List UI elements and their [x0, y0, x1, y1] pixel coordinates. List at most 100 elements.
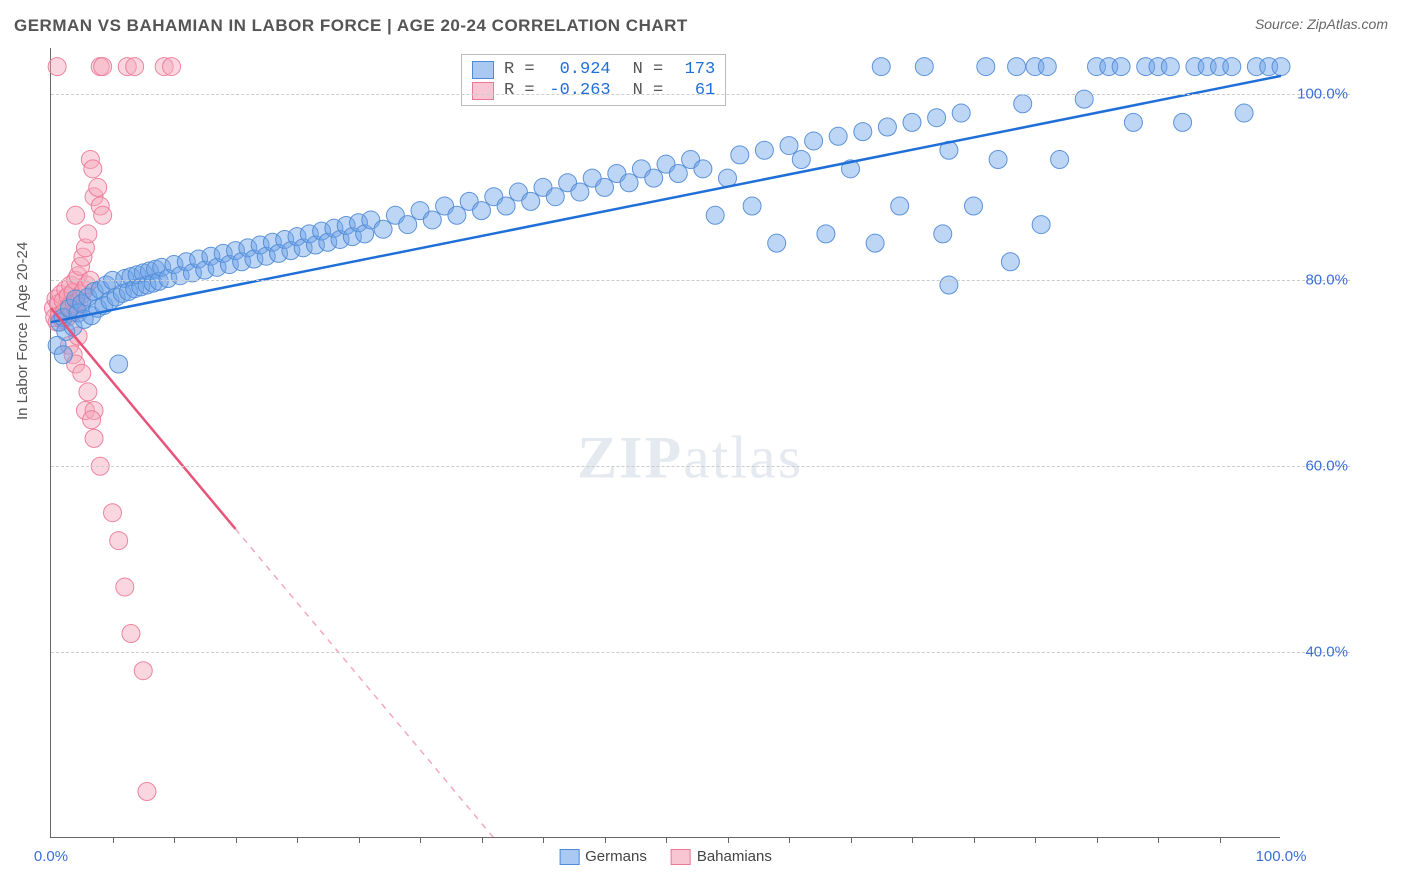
- data-point: [977, 58, 995, 76]
- data-point: [423, 211, 441, 229]
- data-point: [1161, 58, 1179, 76]
- x-tick: [1158, 837, 1159, 843]
- data-point: [645, 169, 663, 187]
- x-tick: [359, 837, 360, 843]
- data-point: [110, 355, 128, 373]
- data-point: [669, 164, 687, 182]
- x-tick: [543, 837, 544, 843]
- x-tick: [174, 837, 175, 843]
- x-tick-label: 100.0%: [1256, 848, 1307, 865]
- grid-line: [51, 280, 1350, 281]
- data-point: [522, 192, 540, 210]
- data-point: [903, 113, 921, 131]
- data-point: [928, 109, 946, 127]
- data-point: [915, 58, 933, 76]
- legend-swatch: [559, 849, 579, 865]
- data-point: [79, 383, 97, 401]
- data-point: [54, 346, 72, 364]
- data-point: [965, 197, 983, 215]
- data-point: [48, 58, 66, 76]
- data-point: [1014, 95, 1032, 113]
- data-point: [1051, 151, 1069, 169]
- data-point: [84, 160, 102, 178]
- data-point: [473, 202, 491, 220]
- data-point: [1001, 253, 1019, 271]
- data-point: [866, 234, 884, 252]
- x-tick: [113, 837, 114, 843]
- grid-line: [51, 94, 1350, 95]
- legend-item: Bahamians: [671, 848, 772, 865]
- data-point: [805, 132, 823, 150]
- data-point: [780, 137, 798, 155]
- data-point: [1235, 104, 1253, 122]
- grid-line: [51, 652, 1350, 653]
- legend-label: Bahamians: [697, 848, 772, 865]
- data-point: [817, 225, 835, 243]
- data-point: [122, 625, 140, 643]
- data-point: [1032, 216, 1050, 234]
- data-point: [399, 216, 417, 234]
- data-point: [85, 429, 103, 447]
- data-point: [755, 141, 773, 159]
- data-point: [1174, 113, 1192, 131]
- stats-r-value: -0.263: [545, 81, 611, 100]
- data-point: [829, 127, 847, 145]
- data-point: [854, 123, 872, 141]
- data-point: [126, 58, 144, 76]
- x-tick: [1220, 837, 1221, 843]
- grid-line: [51, 466, 1350, 467]
- data-point: [989, 151, 1007, 169]
- data-point: [94, 206, 112, 224]
- x-tick: [420, 837, 421, 843]
- data-point: [138, 783, 156, 801]
- x-tick: [974, 837, 975, 843]
- data-point: [792, 151, 810, 169]
- stats-n-value: 61: [673, 81, 715, 100]
- regression-line: [51, 76, 1281, 322]
- stats-row: R =0.924N =173: [472, 59, 715, 80]
- regression-line-dashed: [236, 529, 494, 838]
- data-point: [878, 118, 896, 136]
- stats-n-label: N =: [633, 81, 664, 100]
- y-tick-label: 40.0%: [1305, 644, 1348, 661]
- legend-label: Germans: [585, 848, 647, 865]
- data-point: [163, 58, 181, 76]
- legend-swatch: [671, 849, 691, 865]
- data-point: [1038, 58, 1056, 76]
- data-point: [83, 411, 101, 429]
- data-point: [706, 206, 724, 224]
- stats-r-value: 0.924: [545, 60, 611, 79]
- x-tick: [1097, 837, 1098, 843]
- regression-line: [51, 308, 236, 529]
- x-tick: [236, 837, 237, 843]
- data-point: [1112, 58, 1130, 76]
- data-point: [872, 58, 890, 76]
- x-tick: [1035, 837, 1036, 843]
- data-point: [891, 197, 909, 215]
- x-tick: [666, 837, 667, 843]
- x-tick: [482, 837, 483, 843]
- data-point: [73, 364, 91, 382]
- data-point: [1008, 58, 1026, 76]
- data-point: [934, 225, 952, 243]
- data-point: [374, 220, 392, 238]
- stats-r-label: R =: [504, 60, 535, 79]
- data-point: [1223, 58, 1241, 76]
- data-point: [620, 174, 638, 192]
- chart-title: GERMAN VS BAHAMIAN IN LABOR FORCE | AGE …: [14, 16, 688, 36]
- stats-box: R =0.924N =173R =-0.263N =61: [461, 54, 726, 106]
- stats-swatch: [472, 61, 494, 79]
- data-point: [1075, 90, 1093, 108]
- x-tick-label: 0.0%: [34, 848, 68, 865]
- data-point: [596, 178, 614, 196]
- data-point: [110, 532, 128, 550]
- stats-r-label: R =: [504, 81, 535, 100]
- y-tick-label: 80.0%: [1305, 272, 1348, 289]
- data-point: [731, 146, 749, 164]
- plot-area: ZIPatlas R =0.924N =173R =-0.263N =61 Ge…: [50, 48, 1280, 838]
- data-point: [497, 197, 515, 215]
- data-point: [134, 662, 152, 680]
- data-point: [694, 160, 712, 178]
- source-attribution: Source: ZipAtlas.com: [1255, 16, 1388, 32]
- data-point: [940, 276, 958, 294]
